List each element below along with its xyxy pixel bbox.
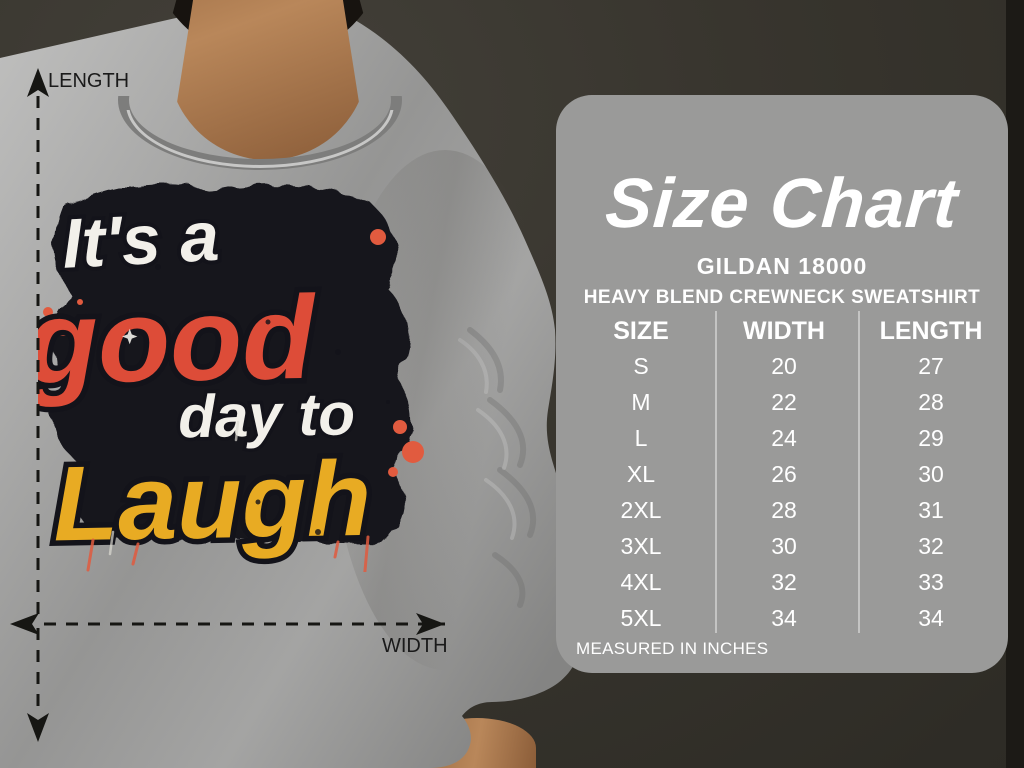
svg-text:WIDTH: WIDTH: [382, 635, 448, 657]
svg-text:LENGTH: LENGTH: [48, 70, 129, 92]
